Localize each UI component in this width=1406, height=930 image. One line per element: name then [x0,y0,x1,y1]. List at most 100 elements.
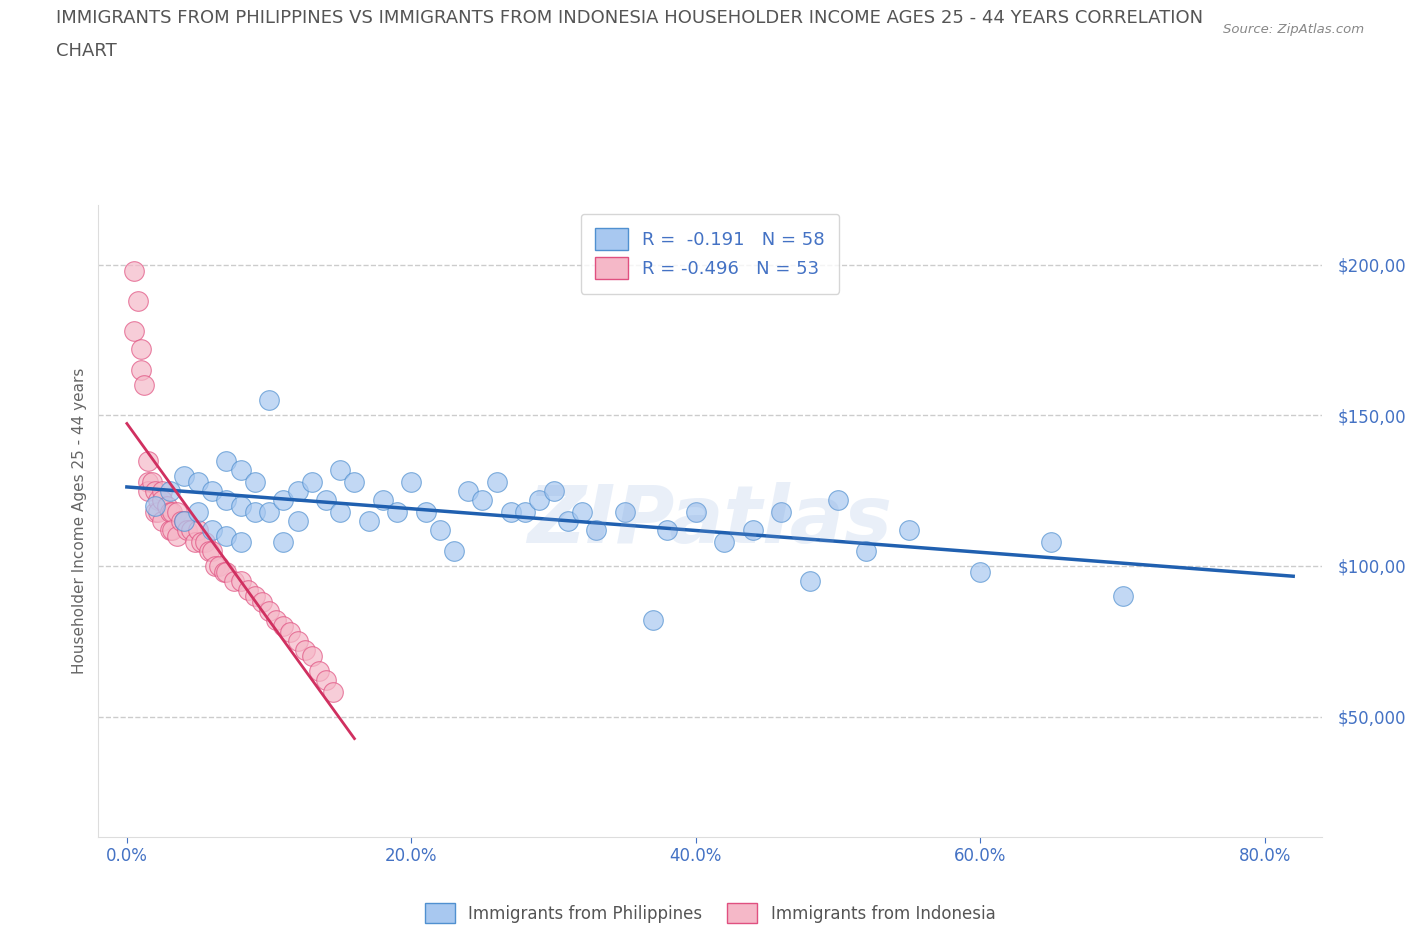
Point [136,484,159,498]
Point [190,535,212,550]
Point [222,574,245,589]
Point [322,685,344,700]
Point [143,484,166,498]
Point [229,462,252,477]
Point [770,504,793,519]
Point [201,484,224,498]
Point [429,523,451,538]
Point [257,392,280,407]
Point [557,513,579,528]
Point [136,453,159,468]
Point [969,565,991,579]
Point [243,589,266,604]
Point [187,504,209,519]
Point [243,504,266,519]
Legend: Immigrants from Philippines, Immigrants from Indonesia: Immigrants from Philippines, Immigrants … [418,897,1002,930]
Point [287,484,309,498]
Point [443,543,465,558]
Point [159,523,181,538]
Point [529,492,551,507]
Point [543,484,565,498]
Point [204,559,226,574]
Point [257,604,280,618]
Point [166,528,188,543]
Point [229,535,252,550]
Point [571,504,593,519]
Point [294,643,316,658]
Point [315,492,337,507]
Point [201,523,224,538]
Point [257,504,280,519]
Point [329,504,352,519]
Point [301,474,323,489]
Point [273,618,295,633]
Point [152,484,174,498]
Point [471,492,494,507]
Point [162,523,184,538]
Point [657,523,679,538]
Point [250,594,273,609]
Point [308,664,330,679]
Point [357,513,380,528]
Point [159,504,181,519]
Point [152,513,174,528]
Point [166,504,188,519]
Point [198,543,221,558]
Point [855,543,877,558]
Text: Source: ZipAtlas.com: Source: ZipAtlas.com [1223,23,1364,36]
Point [173,513,195,528]
Point [146,504,169,519]
Point [264,613,287,628]
Point [799,574,821,589]
Point [194,535,217,550]
Point [173,513,195,528]
Point [173,468,195,483]
Point [208,559,231,574]
Point [129,341,152,356]
Point [741,523,763,538]
Point [643,613,665,628]
Text: IMMIGRANTS FROM PHILIPPINES VS IMMIGRANTS FROM INDONESIA HOUSEHOLDER INCOME AGES: IMMIGRANTS FROM PHILIPPINES VS IMMIGRANT… [56,9,1204,27]
Point [159,484,181,498]
Point [184,535,207,550]
Point [457,484,479,498]
Point [485,474,508,489]
Point [315,673,337,688]
Text: CHART: CHART [56,42,117,60]
Point [827,492,849,507]
Point [613,504,636,519]
Point [287,513,309,528]
Point [385,504,408,519]
Point [156,498,179,513]
Point [143,498,166,513]
Point [415,504,437,519]
Point [215,492,238,507]
Point [499,504,522,519]
Point [162,504,184,519]
Point [212,565,235,579]
Point [343,474,366,489]
Point [1040,535,1063,550]
Point [136,474,159,489]
Point [129,363,152,378]
Point [127,294,149,309]
Point [187,474,209,489]
Point [513,504,536,519]
Point [301,649,323,664]
Point [141,474,163,489]
Point [215,528,238,543]
Point [170,513,193,528]
Point [685,504,707,519]
Point [122,263,145,278]
Point [287,634,309,649]
Point [152,492,174,507]
Point [273,535,295,550]
Point [229,574,252,589]
Point [215,453,238,468]
Point [176,523,198,538]
Point [585,523,607,538]
Point [143,504,166,519]
Point [236,582,259,597]
Point [187,523,209,538]
Point [201,543,224,558]
